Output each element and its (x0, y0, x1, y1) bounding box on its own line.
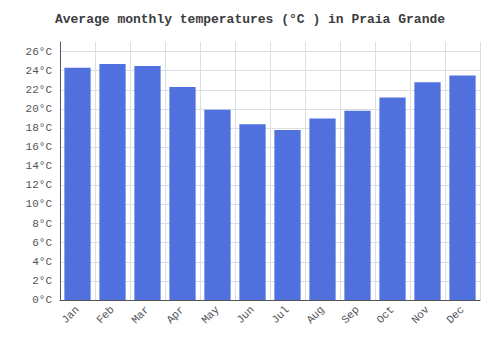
svg-text:May: May (199, 303, 222, 326)
svg-text:12°C: 12°C (26, 179, 53, 191)
svg-text:Oct: Oct (374, 304, 396, 326)
svg-text:Jan: Jan (59, 304, 81, 326)
svg-text:Dec: Dec (444, 304, 466, 326)
svg-text:Apr: Apr (164, 304, 186, 326)
svg-text:4°C: 4°C (32, 256, 52, 268)
svg-text:20°C: 20°C (26, 103, 53, 115)
svg-text:6°C: 6°C (32, 237, 52, 249)
svg-text:Average monthly temperatures (: Average monthly temperatures (°C ) in Pr… (55, 12, 445, 27)
svg-text:2°C: 2°C (32, 275, 52, 287)
svg-text:26°C: 26°C (26, 46, 53, 58)
svg-text:Jun: Jun (234, 304, 256, 326)
svg-text:Sep: Sep (339, 304, 361, 326)
svg-text:Nov: Nov (409, 303, 432, 326)
svg-text:Jul: Jul (269, 304, 291, 326)
svg-text:24°C: 24°C (26, 65, 53, 77)
svg-text:Feb: Feb (94, 304, 116, 326)
svg-text:10°C: 10°C (26, 198, 53, 210)
svg-text:8°C: 8°C (32, 218, 52, 230)
svg-text:18°C: 18°C (26, 122, 53, 134)
svg-text:Mar: Mar (129, 304, 151, 326)
svg-text:16°C: 16°C (26, 141, 53, 153)
svg-text:Aug: Aug (304, 304, 326, 326)
svg-text:0°C: 0°C (32, 294, 52, 306)
svg-text:14°C: 14°C (26, 160, 53, 172)
svg-text:22°C: 22°C (26, 84, 53, 96)
